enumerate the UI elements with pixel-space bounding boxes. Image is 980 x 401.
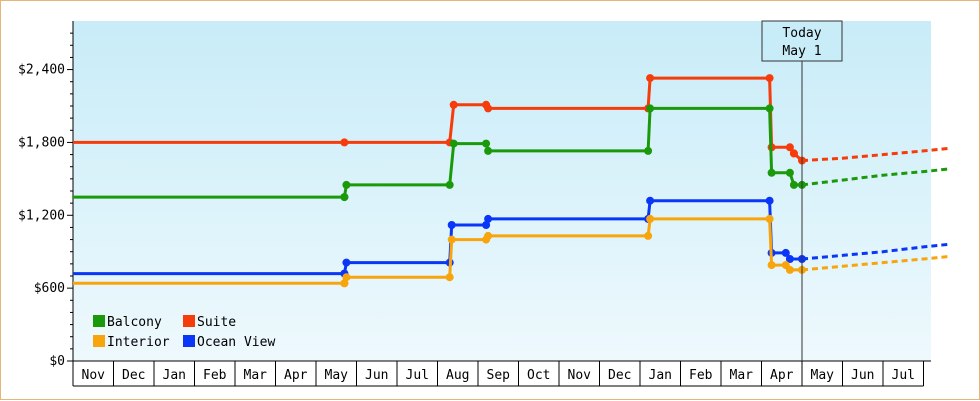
data-point-interior xyxy=(445,273,454,282)
data-point-interior xyxy=(342,273,351,282)
data-point-balcony xyxy=(767,168,776,177)
data-point-ocean-view xyxy=(342,258,351,267)
plot-background xyxy=(73,21,931,361)
y-tick-label: $600 xyxy=(34,281,65,296)
legend-swatch-suite xyxy=(183,315,195,327)
data-point-balcony xyxy=(484,146,493,155)
y-tick-label: $0 xyxy=(49,354,65,369)
legend-label-balcony: Balcony xyxy=(107,315,162,330)
x-tick-label: Mar xyxy=(730,368,754,383)
legend-swatch-balcony xyxy=(93,315,105,327)
x-tick-label: Oct xyxy=(527,368,550,383)
data-point-balcony xyxy=(340,193,349,202)
x-tick-label: Nov xyxy=(568,368,592,383)
x-tick-label: Mar xyxy=(244,368,268,383)
y-tick-label: $2,400 xyxy=(18,63,65,78)
data-point-ocean-view xyxy=(484,214,493,223)
x-tick-label: Apr xyxy=(284,368,308,383)
x-tick-label: Jan xyxy=(649,368,672,383)
series-forecast-ocean-view xyxy=(801,242,948,261)
x-tick-label: Jun xyxy=(851,368,874,383)
legend-swatch-ocean-view xyxy=(183,335,195,347)
data-point-balcony xyxy=(449,139,458,148)
y-tick-label: $1,800 xyxy=(18,135,65,150)
data-point-suite xyxy=(765,74,774,83)
data-point-balcony xyxy=(482,139,491,148)
data-point-balcony xyxy=(342,180,351,189)
data-point-suite xyxy=(449,100,458,109)
data-point-suite xyxy=(785,143,794,152)
today-date-label: May 1 xyxy=(782,44,821,59)
legend: Balcony Suite Interior Ocean View xyxy=(93,315,275,350)
series-layer xyxy=(73,74,948,288)
x-tick-label: Nov xyxy=(82,368,106,383)
x-tick-label: Apr xyxy=(770,368,794,383)
series-forecast-suite xyxy=(801,147,948,163)
data-point-balcony xyxy=(646,104,655,113)
data-point-balcony xyxy=(789,180,798,189)
data-point-interior xyxy=(447,235,456,244)
x-tick-label: Dec xyxy=(608,368,631,383)
data-point-interior xyxy=(765,214,774,223)
today-marker: Today May 1 xyxy=(761,20,843,361)
x-tick-label: May xyxy=(811,368,835,383)
data-point-interior xyxy=(646,214,655,223)
x-tick-label: Feb xyxy=(203,368,227,383)
legend-swatch-interior xyxy=(93,335,105,347)
data-point-interior xyxy=(644,231,653,240)
data-point-balcony xyxy=(644,146,653,155)
data-point-interior xyxy=(767,261,776,270)
x-tick-label: Aug xyxy=(446,368,469,383)
data-point-suite xyxy=(482,100,491,109)
x-tick-label: Feb xyxy=(689,368,713,383)
legend-label-ocean-view: Ocean View xyxy=(197,335,275,350)
x-tick-label: Jul xyxy=(406,368,429,383)
data-point-ocean-view xyxy=(447,221,456,229)
x-tick-label: May xyxy=(325,368,349,383)
data-point-ocean-view xyxy=(785,255,794,263)
series-forecast-balcony xyxy=(801,167,948,187)
legend-label-suite: Suite xyxy=(197,315,236,330)
data-point-interior xyxy=(482,235,491,244)
today-label: Today xyxy=(782,26,821,41)
series-forecast-interior xyxy=(801,255,948,272)
legend-label-interior: Interior xyxy=(107,335,170,350)
x-tick-label: Dec xyxy=(122,368,145,383)
data-point-interior xyxy=(781,261,790,270)
data-point-ocean-view xyxy=(765,196,774,205)
x-tick-label: Sep xyxy=(487,368,511,383)
data-point-suite xyxy=(646,74,655,83)
data-point-balcony xyxy=(765,104,774,113)
data-point-interior xyxy=(340,279,349,288)
data-point-balcony xyxy=(785,168,794,177)
data-point-suite xyxy=(789,149,798,158)
y-tick-label: $1,200 xyxy=(18,208,65,223)
data-point-ocean-view xyxy=(646,196,655,205)
data-point-suite xyxy=(340,138,349,147)
x-tick-label: Jul xyxy=(892,368,915,383)
data-point-ocean-view xyxy=(781,248,790,257)
x-tick-label: Jun xyxy=(365,368,388,383)
axes: $0 $600 $1,200 $1,800 $2,400 Nov Dec Jan Feb Mar A… xyxy=(18,21,931,387)
data-point-balcony xyxy=(445,180,454,189)
today-box xyxy=(761,20,843,62)
x-tick-label: Jan xyxy=(163,368,186,383)
data-point-ocean-view xyxy=(482,221,491,229)
